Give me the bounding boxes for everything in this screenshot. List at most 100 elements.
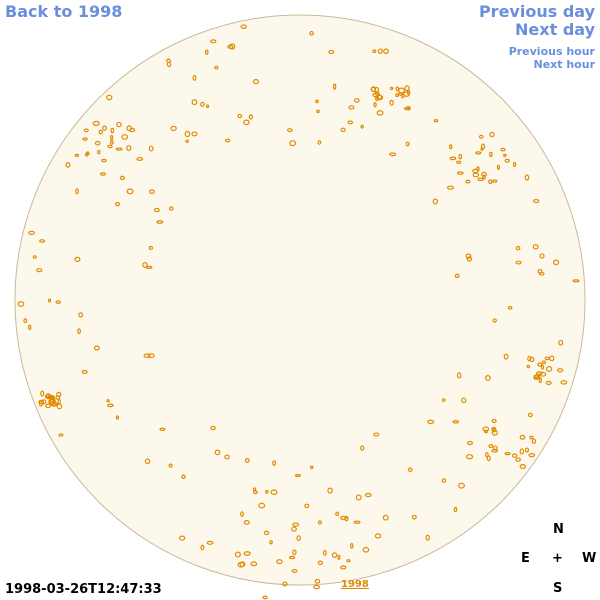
contour [504, 158, 510, 163]
contour [327, 487, 333, 494]
contour [538, 377, 542, 384]
contour [519, 434, 526, 440]
contour [489, 151, 493, 158]
contour [500, 147, 506, 152]
contour [355, 494, 362, 501]
contour [148, 145, 154, 152]
contour [121, 134, 129, 140]
contour [405, 141, 410, 147]
contour [374, 91, 380, 96]
contour [492, 427, 497, 433]
contour [511, 453, 518, 458]
contour [77, 328, 81, 335]
contour [519, 464, 526, 469]
contour [93, 345, 100, 351]
back-to-year-link[interactable]: Back to 1998 [5, 2, 123, 21]
contour [360, 124, 364, 129]
contour [353, 98, 360, 103]
previous-hour-link[interactable]: Previous hour [508, 45, 595, 58]
contour [115, 201, 120, 207]
year-link[interactable]: 1998 [341, 579, 369, 590]
contour [126, 188, 134, 195]
contour [45, 393, 51, 399]
contour [344, 515, 349, 522]
contour [100, 172, 106, 176]
contour [401, 93, 405, 99]
contour [545, 380, 552, 385]
contour [465, 253, 472, 259]
contour [110, 139, 114, 145]
contour [533, 374, 541, 378]
contour [539, 371, 547, 377]
contour [109, 135, 114, 140]
contour [337, 554, 341, 560]
contour [449, 156, 457, 161]
contour [353, 520, 361, 524]
contour [315, 99, 319, 104]
contour [432, 198, 438, 205]
contour [145, 265, 153, 270]
contour [258, 502, 266, 509]
contour [252, 78, 259, 85]
contour [411, 514, 417, 520]
compass-west: W [582, 551, 597, 566]
contour [427, 419, 435, 425]
next-hour-link[interactable]: Next hour [533, 58, 596, 71]
contour [549, 355, 555, 362]
contour [328, 49, 335, 55]
timestamp: 1998-03-26T12:47:33 [5, 582, 162, 597]
contour [403, 106, 410, 111]
contour [526, 364, 531, 369]
contour [485, 451, 489, 458]
next-day-link[interactable]: Next day [515, 20, 595, 39]
contour [488, 443, 494, 449]
contour [454, 273, 460, 279]
contour [295, 473, 301, 478]
solar-disk [14, 14, 586, 586]
contour [178, 535, 186, 541]
contour [456, 171, 464, 175]
contour [38, 399, 45, 405]
contour [529, 356, 535, 363]
contour [512, 161, 517, 168]
contour [243, 520, 250, 525]
contour [515, 245, 521, 251]
contour [383, 48, 389, 55]
contour [507, 305, 513, 310]
contour [272, 460, 277, 466]
previous-day-link[interactable]: Previous day [478, 2, 595, 21]
contour [492, 179, 498, 183]
contour [291, 526, 297, 532]
contour [515, 260, 522, 265]
contour [370, 86, 376, 93]
contour [480, 147, 484, 151]
contour [57, 398, 61, 405]
contour [491, 418, 497, 424]
contour [143, 353, 151, 358]
contour [340, 565, 347, 570]
contour [206, 540, 214, 545]
contour [74, 256, 81, 263]
contour [346, 559, 351, 563]
compass-east: E [521, 551, 530, 566]
contour [488, 179, 493, 185]
contour [159, 427, 166, 431]
contour [276, 559, 283, 565]
contour [541, 360, 547, 365]
contour [75, 188, 79, 195]
contour [456, 160, 462, 164]
contour [269, 540, 273, 545]
contour [102, 125, 107, 131]
contour [81, 369, 88, 374]
contour [347, 120, 354, 125]
contour [287, 128, 293, 133]
compass-north: N [553, 522, 564, 537]
contour [55, 300, 61, 304]
contour [153, 207, 160, 213]
contour [107, 144, 113, 149]
contour [376, 110, 384, 116]
contour [292, 522, 300, 527]
contour [39, 239, 46, 243]
contour [446, 185, 455, 190]
contour [86, 151, 90, 156]
